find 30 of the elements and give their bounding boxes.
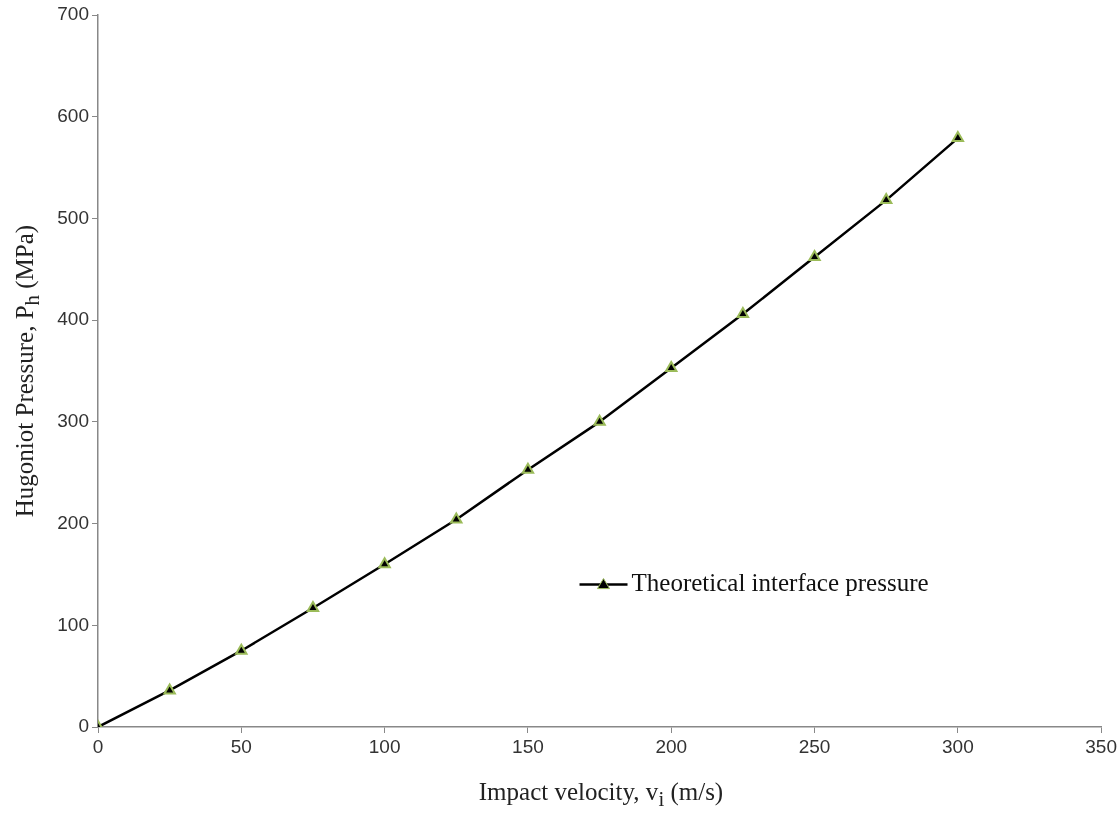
- point: [951, 131, 965, 143]
- point: [879, 193, 893, 205]
- x-tick-label: 350: [1085, 735, 1117, 757]
- point: [593, 414, 606, 426]
- x-axis-title: Impact velocity, v$_{i}$ (m/s): [478, 778, 724, 812]
- y-tick-label: 700: [57, 3, 89, 25]
- x-tick-label: 100: [368, 735, 401, 757]
- x-tick-label: 150: [512, 735, 544, 757]
- x-tick-label: 50: [230, 735, 252, 757]
- y-tick-label: 600: [57, 104, 89, 126]
- y-tick-label: 100: [57, 613, 89, 635]
- y-tick-label: 400: [57, 308, 89, 330]
- x-tick-label: 250: [798, 735, 831, 757]
- y-tick-label: 200: [57, 511, 89, 533]
- point: [378, 557, 391, 569]
- legend-label: Theoretical interface pressure: [631, 569, 929, 597]
- point: [450, 512, 463, 524]
- point: [808, 250, 821, 262]
- x-tick-label: 300: [941, 735, 974, 757]
- x-tick-label: 0: [92, 735, 104, 757]
- point: [306, 600, 320, 612]
- y-tick-label: 0: [78, 715, 89, 737]
- point: [665, 360, 678, 372]
- y-tick-label: 500: [57, 206, 89, 228]
- point: [235, 643, 248, 655]
- point: [521, 462, 535, 474]
- y-tick-label: 300: [57, 410, 89, 432]
- point: [736, 307, 750, 319]
- x-tick-label: 200: [655, 735, 688, 757]
- point: [163, 683, 176, 695]
